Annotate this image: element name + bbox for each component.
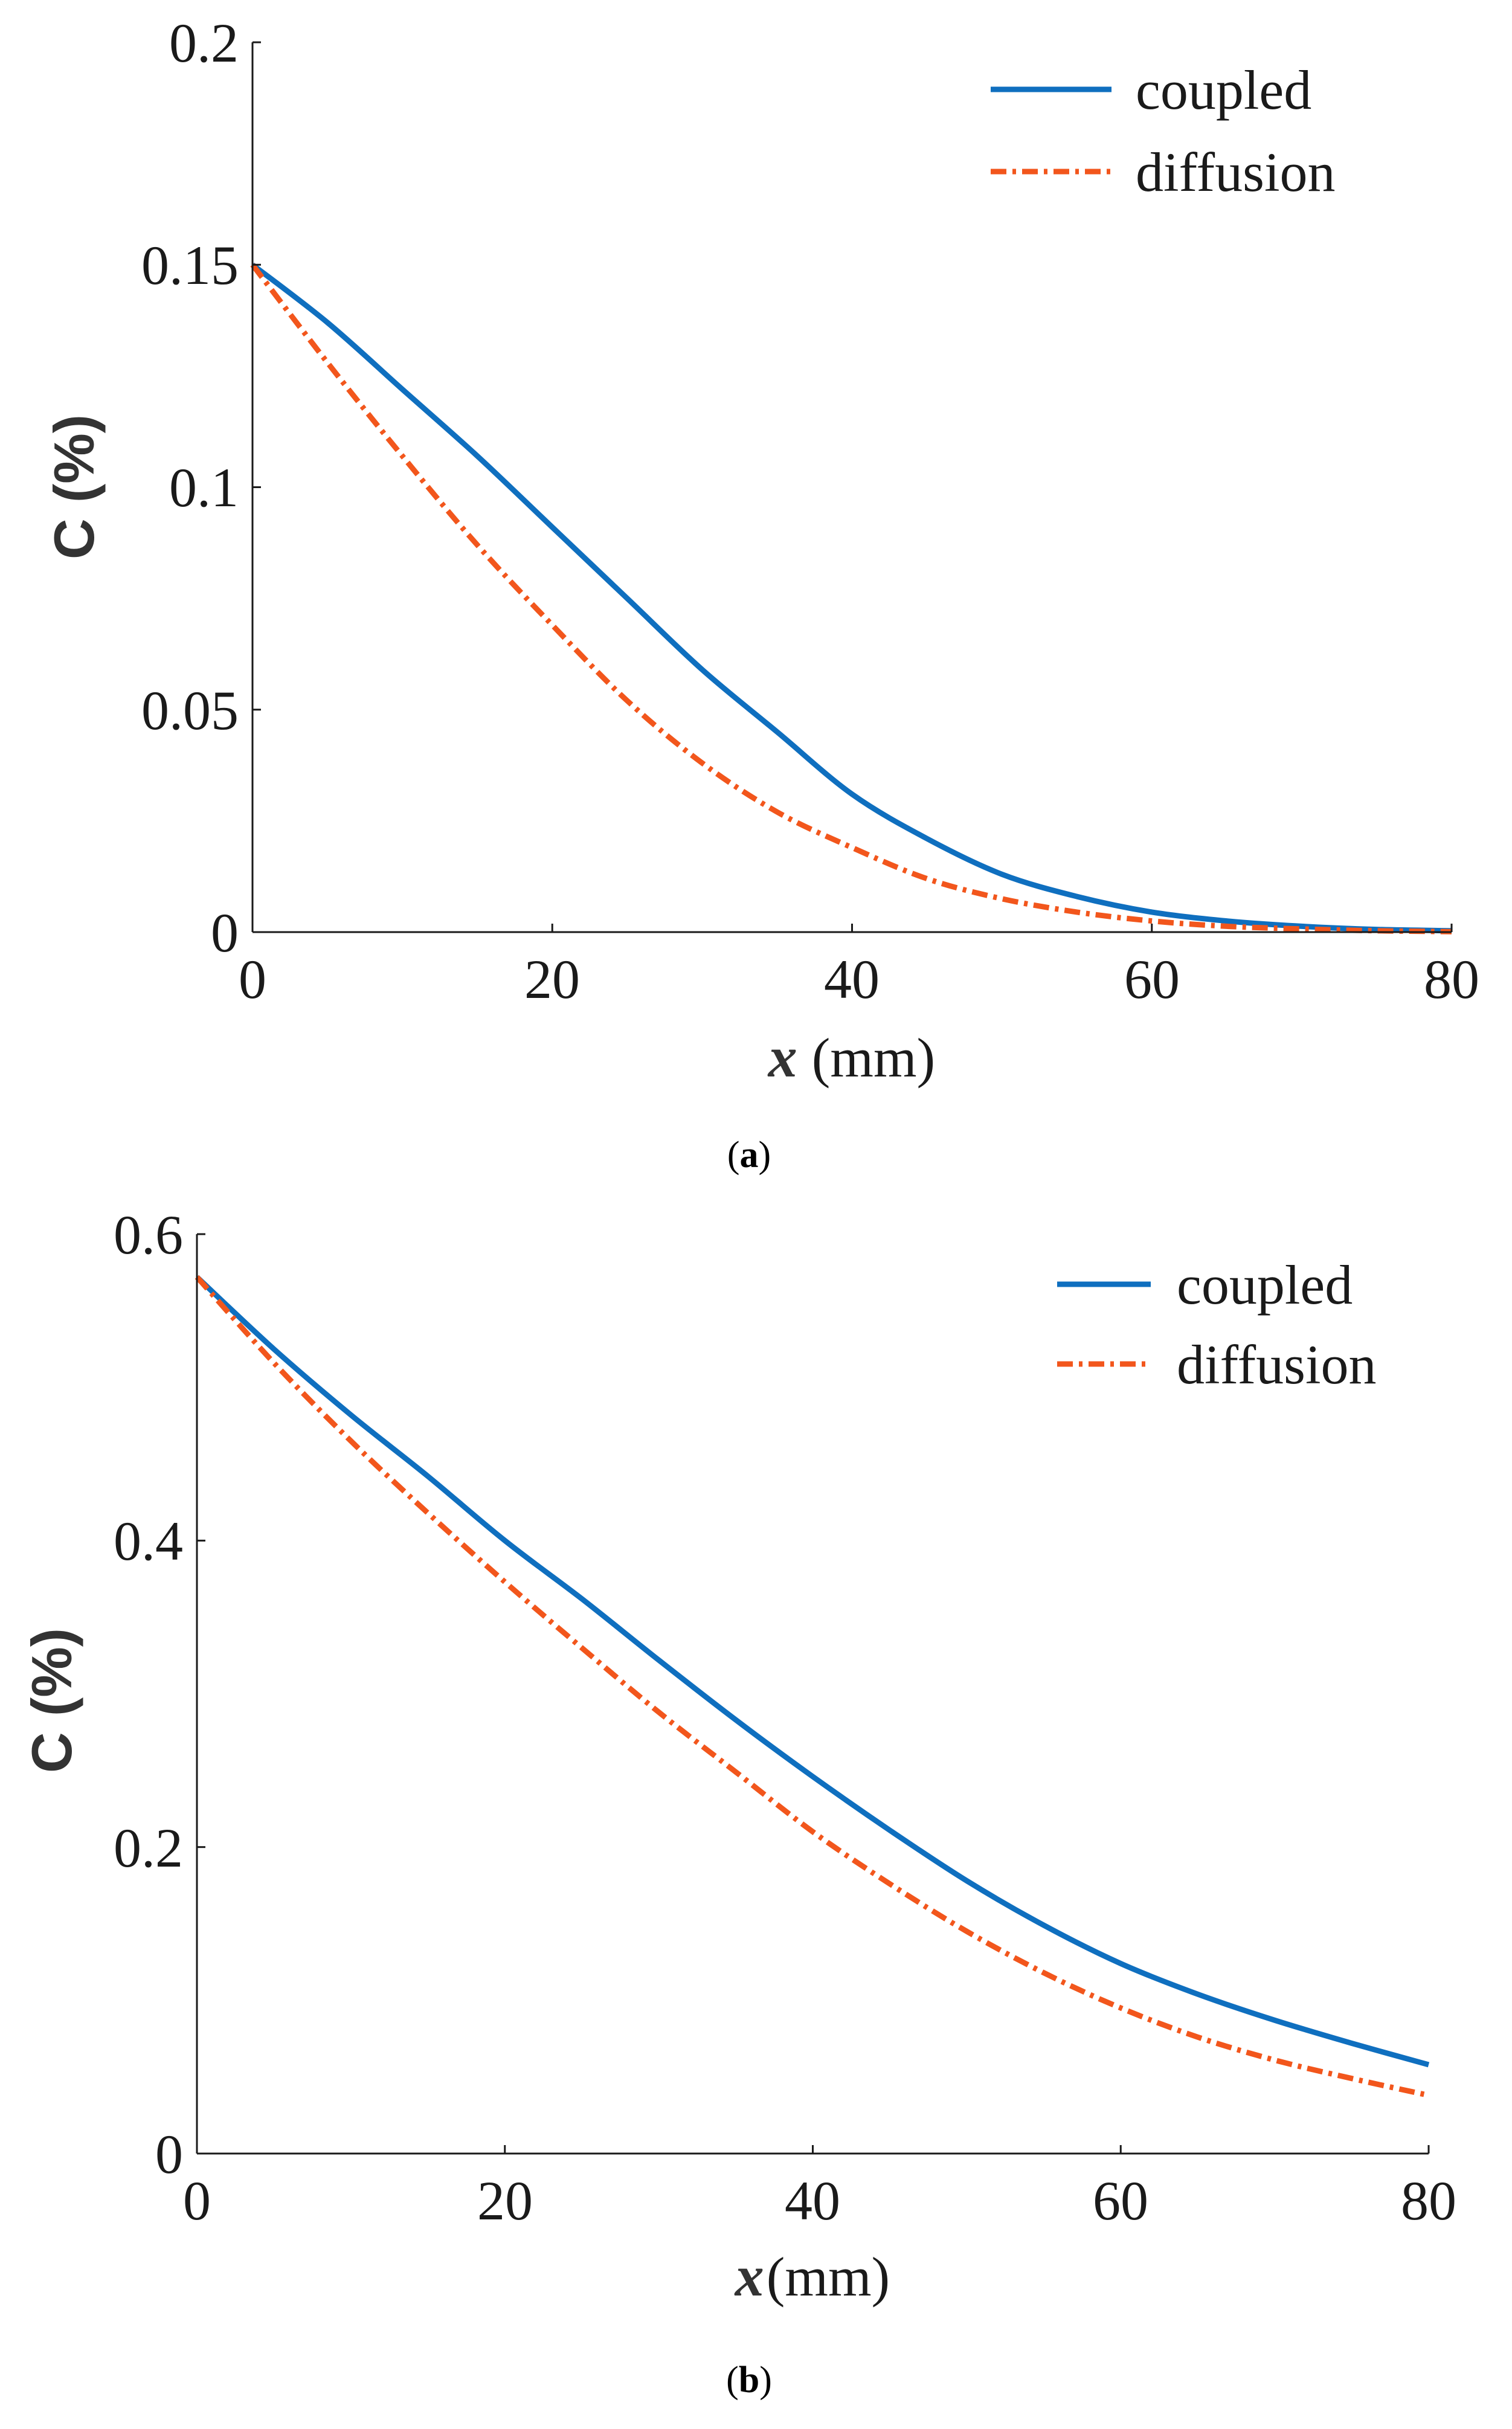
panel-a-xtick-label: 60	[1124, 948, 1180, 1010]
panel-b-y-axis-label: C (%)	[20, 1628, 83, 1773]
panel-b-caption: (b)	[726, 2360, 772, 2401]
panel-b-caption-letter: b	[739, 2360, 759, 2401]
panel-a-legend-label-diffusion: diffusion	[1136, 141, 1336, 203]
panel-b-legend: coupled diffusion	[1057, 1254, 1377, 1395]
panel-b-ytick-label: 0.2	[114, 1817, 183, 1879]
panel-a-caption-letter: a	[740, 1134, 759, 1176]
panel-b-xtick-label: 40	[785, 2170, 840, 2231]
panel-a-xtick-label: 40	[824, 948, 880, 1010]
panel-b-xtick-label: 20	[477, 2170, 533, 2231]
panel-b-xlabel-unit: (mm)	[767, 2246, 890, 2308]
panel-a-xtick-label: 20	[524, 948, 580, 1010]
panel-a-ytick-label: 0.15	[141, 234, 239, 296]
panel-a-ytick-label: 0.1	[169, 457, 239, 518]
panel-b-x-axis-label: x(mm)	[734, 2244, 890, 2308]
panel-b-ytick-label: 0	[155, 2123, 183, 2185]
panel-a-ytick-label: 0	[211, 902, 239, 964]
panel-b: 0 0.2 0.4 0.6 0 20 40 60 80 C (%) x(mm) …	[20, 1204, 1456, 2401]
panel-a-caption: (a)	[727, 1134, 771, 1176]
panel-a-xlabel-variable: x	[767, 1025, 797, 1089]
panel-a-series-diffusion	[250, 263, 1452, 935]
panel-b-xlabel-variable: x	[734, 2244, 764, 2308]
panel-b-series	[195, 1275, 1430, 2098]
panel-b-legend-label-diffusion: diffusion	[1177, 1334, 1377, 1395]
panel-a-legend: coupled diffusion	[991, 59, 1336, 203]
panel-b-xtick-label: 60	[1093, 2170, 1148, 2231]
panel-a-ticks	[251, 41, 1453, 933]
panel-b-ytick-label: 0.6	[114, 1204, 183, 1266]
panel-b-xtick-label: 80	[1401, 2170, 1456, 2231]
panel-a-series-coupled	[251, 262, 1452, 934]
panel-a-xtick-label: 80	[1424, 948, 1479, 1010]
panel-a-ytick-label: 0.2	[169, 12, 239, 74]
panel-b-series-diffusion	[195, 1275, 1429, 2098]
panel-b-ticks	[196, 1233, 1430, 2155]
panel-a-y-axis-label: C (%)	[42, 414, 106, 559]
panel-a-ytick-label: 0.05	[141, 680, 239, 741]
panel-b-ytick-label: 0.4	[114, 1510, 183, 1572]
panel-a: 0 0.05 0.1 0.15 0.2 0 20 40 60 80 C (%) …	[42, 12, 1479, 1176]
panel-a-legend-label-coupled: coupled	[1136, 59, 1311, 121]
panel-a-xtick-label: 0	[239, 948, 266, 1010]
panel-b-series-coupled	[195, 1275, 1430, 2068]
panel-b-legend-label-coupled: coupled	[1177, 1254, 1353, 1316]
panel-b-xtick-label: 0	[183, 2170, 211, 2231]
panel-a-series	[250, 262, 1452, 935]
panel-a-x-axis-label: x (mm)	[767, 1025, 935, 1089]
panel-a-xlabel-unit: (mm)	[812, 1027, 935, 1089]
